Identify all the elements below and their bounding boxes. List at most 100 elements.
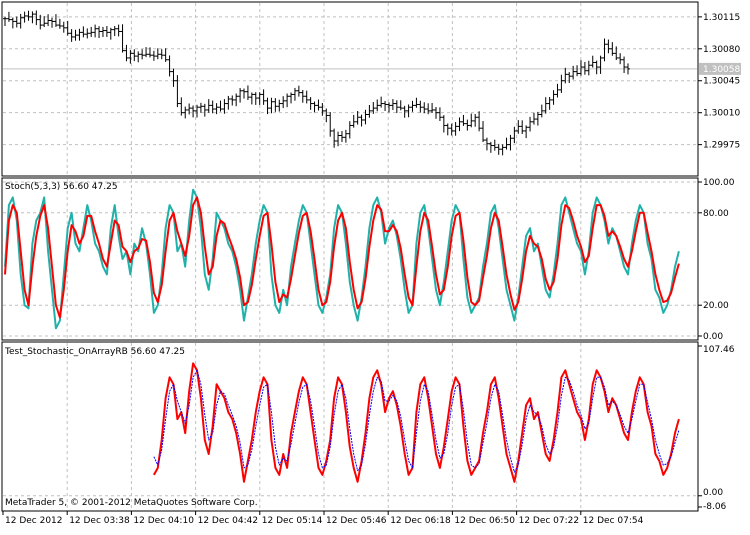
price-bar	[418, 100, 423, 113]
y-axis-tick-label: 20.00	[703, 301, 729, 311]
x-axis-tick-label: 12 Dec 05:14	[262, 516, 323, 526]
price-bar	[238, 88, 243, 103]
price-bar	[179, 97, 184, 116]
price-bar	[222, 99, 227, 114]
stochastic-panel-frame[interactable]	[1, 177, 699, 341]
price-bar	[304, 90, 309, 104]
price-bar	[104, 26, 109, 37]
price-bar	[34, 10, 39, 26]
price-bar	[26, 10, 31, 21]
price-bar	[210, 100, 215, 114]
price-bar	[136, 51, 141, 63]
x-axis-tick-label: 12 Dec 07:54	[583, 516, 644, 526]
price-bar	[194, 104, 199, 118]
price-bar	[465, 119, 470, 131]
price-bar	[100, 26, 105, 37]
price-bar	[477, 111, 482, 132]
price-bar	[42, 16, 47, 28]
price-bar	[316, 99, 321, 111]
x-axis-tick-label: 12 Dec 2012	[5, 516, 63, 526]
price-bar	[332, 128, 337, 148]
price-bar	[269, 97, 274, 114]
price-bar	[496, 143, 501, 155]
price-bar	[626, 63, 630, 75]
price-bar	[375, 99, 380, 112]
price-bar	[324, 108, 329, 123]
price-bar	[132, 49, 137, 62]
price-bar	[234, 93, 239, 107]
price-bar	[81, 26, 86, 38]
price-bar	[426, 103, 431, 115]
stochastic-indicator-label: Stoch(5,3,3) 56.60 47.25	[5, 182, 118, 192]
price-bar	[567, 72, 572, 84]
y-axis-tick-label: 1.30080	[703, 45, 740, 55]
x-axis-tick-label: 12 Dec 06:18	[390, 516, 451, 526]
price-bar	[191, 105, 196, 118]
price-bar	[265, 97, 270, 115]
price-bar	[402, 105, 407, 118]
price-bar	[516, 120, 521, 134]
price-bar	[590, 55, 595, 68]
price-bar	[500, 144, 505, 156]
price-bar	[163, 48, 168, 62]
test-stochastic-panel-frame[interactable]	[1, 341, 699, 512]
price-bar	[308, 97, 313, 110]
price-bar	[320, 103, 325, 116]
price-bar	[69, 29, 74, 42]
price-bar	[367, 104, 372, 118]
price-bar	[273, 98, 278, 112]
price-bar	[296, 85, 301, 97]
price-bar	[226, 95, 231, 110]
current-price-badge	[699, 62, 741, 75]
x-axis-tick-label: 12 Dec 04:42	[198, 516, 259, 526]
price-bar	[488, 141, 493, 153]
price-bar	[551, 90, 556, 105]
price-bar	[206, 99, 211, 113]
price-bar	[336, 131, 341, 147]
price-bar	[461, 114, 466, 126]
price-bar	[390, 99, 395, 111]
price-bar	[449, 123, 454, 136]
price-bar	[453, 122, 458, 136]
price-bar	[575, 65, 580, 77]
y-axis-tick-label: 0.00	[703, 488, 723, 498]
price-bar	[6, 11, 11, 22]
price-bar	[563, 67, 568, 84]
price-bar	[285, 93, 290, 108]
price-bar	[312, 101, 317, 113]
price-bar	[422, 102, 427, 114]
price-bar	[140, 49, 145, 60]
price-bar	[261, 89, 266, 105]
current-price-label: 1.30058	[703, 65, 740, 75]
price-bar	[171, 68, 176, 87]
price-bar	[120, 24, 125, 53]
price-bar	[124, 44, 129, 62]
y-axis-tick-label: 1.30115	[703, 13, 740, 23]
price-bar	[351, 114, 356, 128]
price-bar	[214, 103, 219, 115]
price-bar	[379, 96, 384, 108]
price-bar	[38, 14, 43, 30]
price-bar	[457, 117, 462, 132]
price-bar	[89, 26, 94, 37]
price-bar	[343, 129, 348, 143]
price-bar	[371, 102, 376, 114]
price-bar	[543, 97, 548, 114]
series-layer	[3, 10, 680, 483]
axis-layer: 12 Dec 2012 12 Dec 03:38 12 Dec 04:10 12 De…	[2, 13, 741, 526]
price-bar	[50, 17, 55, 28]
x-axis-tick-label: 12 Dec 04:10	[133, 516, 194, 526]
price-bar	[437, 107, 442, 122]
price-bar	[386, 102, 391, 113]
price-bar	[230, 95, 235, 106]
price-panel-frame[interactable]	[1, 1, 699, 177]
y-axis-tick-label: 1.30045	[703, 77, 740, 87]
price-bar	[359, 114, 364, 127]
price-bar	[481, 121, 486, 143]
price-bar	[363, 109, 368, 125]
price-bar	[187, 103, 192, 115]
price-bar	[504, 137, 509, 150]
price-bar	[144, 47, 149, 58]
